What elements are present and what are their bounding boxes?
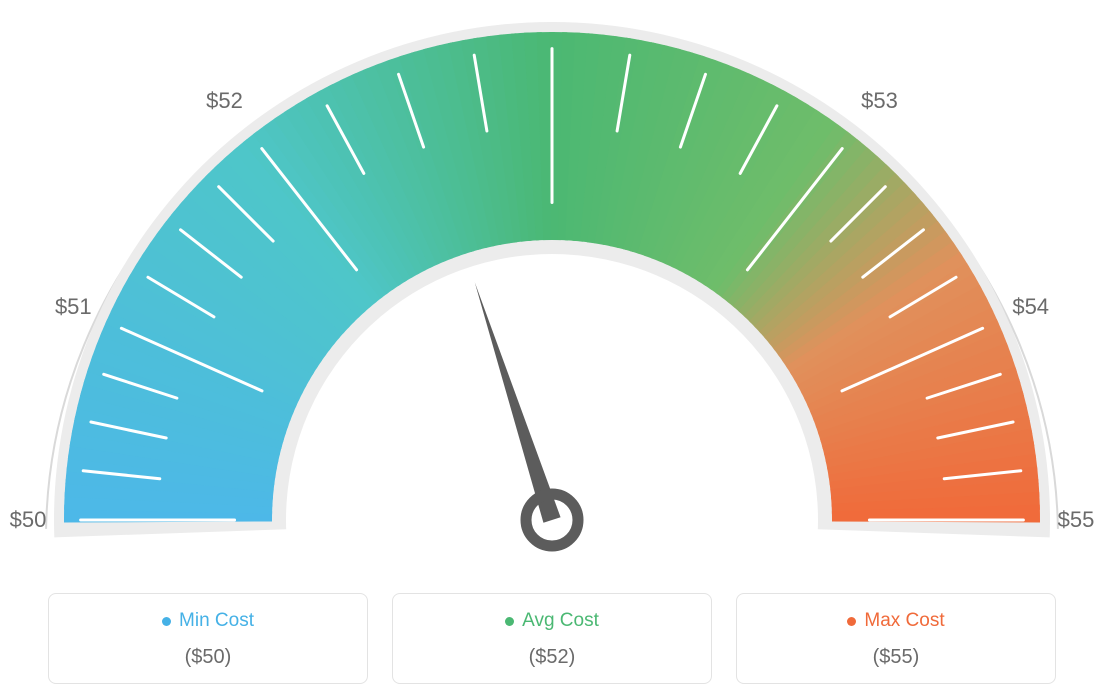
- legend-title-avg: Avg Cost: [505, 610, 599, 632]
- gauge-chart: $50$51$52$52$53$54$55: [0, 0, 1104, 560]
- legend-label: Min Cost: [179, 610, 254, 632]
- legend-title-max: Max Cost: [847, 610, 944, 632]
- dot-icon: [505, 617, 514, 626]
- legend-value-max: ($55): [747, 646, 1045, 669]
- svg-text:$52: $52: [206, 88, 243, 113]
- svg-text:$51: $51: [55, 294, 92, 319]
- svg-text:$55: $55: [1058, 507, 1095, 532]
- dot-icon: [847, 617, 856, 626]
- legend-title-min: Min Cost: [162, 610, 254, 632]
- legend-card-min: Min Cost ($50): [48, 593, 368, 684]
- legend-card-avg: Avg Cost ($52): [392, 593, 712, 684]
- svg-text:$53: $53: [861, 88, 898, 113]
- dot-icon: [162, 617, 171, 626]
- gauge-svg: $50$51$52$52$53$54$55: [0, 0, 1104, 560]
- legend-label: Avg Cost: [522, 610, 599, 632]
- legend-card-max: Max Cost ($55): [736, 593, 1056, 684]
- svg-text:$54: $54: [1012, 294, 1049, 319]
- legend-value-avg: ($52): [403, 646, 701, 669]
- legend-label: Max Cost: [864, 610, 944, 632]
- legend-value-min: ($50): [59, 646, 357, 669]
- legend-row: Min Cost ($50) Avg Cost ($52) Max Cost (…: [0, 593, 1104, 684]
- svg-text:$50: $50: [10, 507, 47, 532]
